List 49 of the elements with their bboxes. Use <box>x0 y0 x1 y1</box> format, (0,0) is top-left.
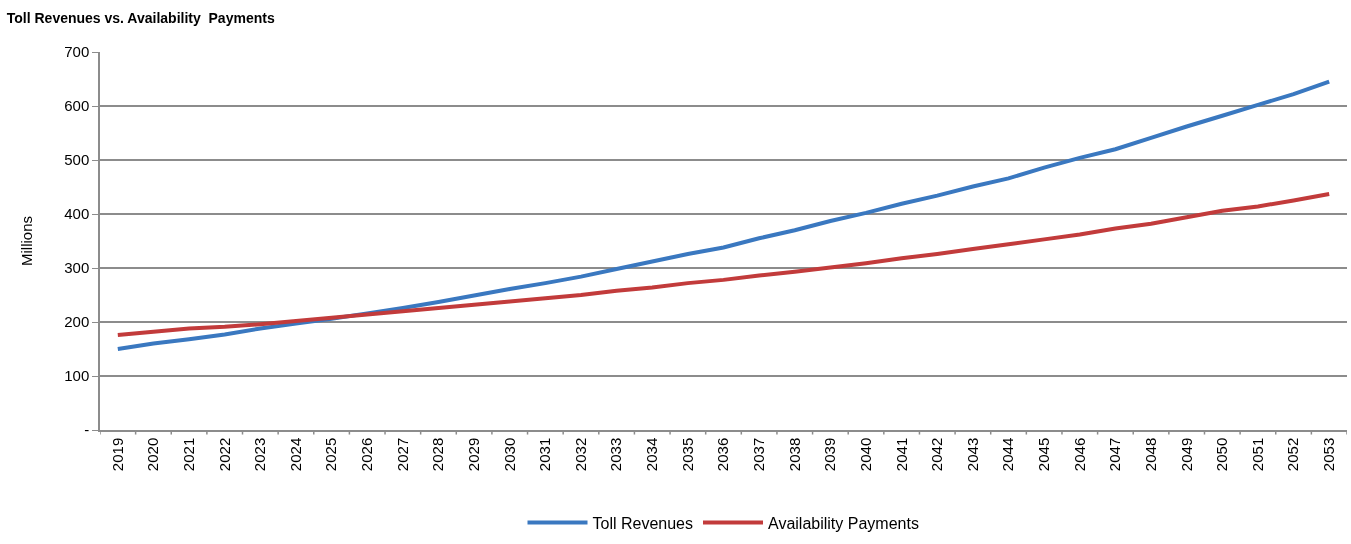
x-tick-label: 2030 <box>500 437 518 472</box>
y-tick-label: 500 <box>64 151 90 169</box>
x-tick-label: 2027 <box>393 437 411 472</box>
x-tick-label: 2053 <box>1320 437 1338 472</box>
x-tick-label: 2044 <box>999 437 1017 472</box>
x-tick-label: 2033 <box>607 437 625 472</box>
chart-title: Toll Revenues vs. Availability Payments <box>6 10 275 27</box>
legend-label: Availability Payments <box>768 514 919 532</box>
x-tick-label: 2032 <box>571 437 589 472</box>
x-tick-label: 2042 <box>928 437 946 472</box>
x-tick-label: 2035 <box>678 437 696 472</box>
line-series <box>115 79 1332 351</box>
x-tick-label: 2050 <box>1213 437 1231 472</box>
y-tick-label: - <box>84 421 90 439</box>
x-tick-label: 2047 <box>1106 437 1124 472</box>
x-tick-label: 2024 <box>286 437 304 472</box>
x-tick-label: 2023 <box>251 437 269 472</box>
x-tick-label: 2021 <box>179 437 197 472</box>
x-tick-label: 2043 <box>963 437 981 472</box>
x-tick-label: 2052 <box>1284 437 1302 472</box>
y-axis-title: Millions <box>17 215 35 267</box>
x-tick-label: 2031 <box>536 437 554 472</box>
x-tick-label: 2026 <box>358 437 376 472</box>
x-tick-label: 2051 <box>1248 437 1266 472</box>
y-tick-label: 100 <box>64 367 90 385</box>
y-tick-label: 300 <box>64 259 90 277</box>
x-tick-label: 2049 <box>1177 437 1195 472</box>
x-tick-label: 2048 <box>1141 437 1159 472</box>
line-series <box>115 192 1332 337</box>
x-tick-label: 2025 <box>322 437 340 472</box>
x-tick-label: 2036 <box>714 437 732 472</box>
x-tick-label: 2029 <box>464 437 482 472</box>
x-tick-label: 2038 <box>785 437 803 472</box>
x-tick-label: 2045 <box>1035 437 1053 472</box>
x-tick-label: 2039 <box>821 437 839 472</box>
x-tick-label: 2041 <box>892 437 910 472</box>
x-tick-label: 2037 <box>750 437 768 472</box>
y-tick-label: 700 <box>64 43 90 61</box>
x-tick-label: 2034 <box>643 437 661 472</box>
y-tick-label: 200 <box>64 313 90 331</box>
x-tick-label: 2040 <box>856 437 874 472</box>
y-tick-label: 600 <box>64 97 90 115</box>
x-tick-label: 2022 <box>215 437 233 472</box>
y-tick-label: 400 <box>64 205 90 223</box>
x-tick-label: 2028 <box>429 437 447 472</box>
x-tick-label: 2019 <box>108 437 126 472</box>
x-tick-label: 2046 <box>1070 437 1088 472</box>
x-tick-label: 2020 <box>144 437 162 472</box>
legend-label: Toll Revenues <box>592 514 693 532</box>
